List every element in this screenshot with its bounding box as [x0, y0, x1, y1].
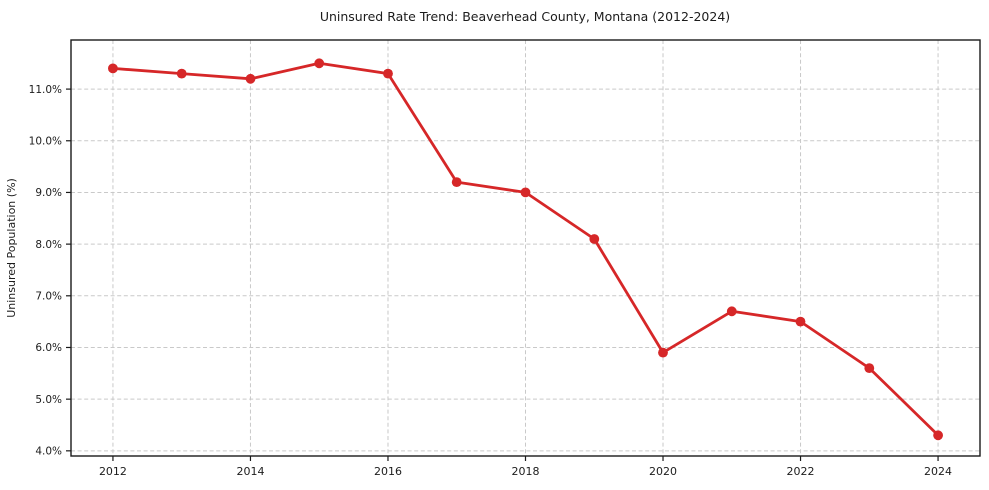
data-point	[176, 68, 187, 79]
data-point	[795, 316, 806, 327]
y-tick-label: 4.0%	[35, 446, 62, 458]
data-point	[383, 68, 393, 79]
data-point	[726, 306, 737, 317]
data-point	[658, 347, 668, 358]
x-tick-label: 2018	[512, 465, 540, 478]
data-point	[314, 58, 325, 69]
data-point	[451, 177, 462, 188]
y-tick-label: 11.0%	[29, 84, 62, 96]
y-tick-label: 6.0%	[35, 342, 62, 354]
gridlines	[71, 40, 980, 456]
plot-frame	[70, 39, 981, 457]
x-tick-label: 2014	[236, 465, 264, 478]
axis-ticks: 4.0% 5.0% 6.0% 7.0% 8.0% 9.0% 10.0% 11.0% 2012 20…	[29, 84, 952, 478]
data-point	[933, 430, 943, 441]
x-tick-label: 2012	[99, 465, 127, 478]
x-tick-label: 2022	[787, 465, 815, 478]
data-point	[520, 187, 531, 198]
x-tick-label: 2020	[649, 465, 677, 478]
chart-title: Uninsured Rate Trend: Beaverhead County,…	[320, 9, 730, 24]
data-point	[245, 73, 256, 84]
x-tick-label: 2024	[924, 465, 952, 478]
y-tick-label: 7.0%	[35, 291, 62, 303]
data-point	[108, 63, 118, 74]
y-axis-label: Uninsured Population (%)	[5, 178, 18, 318]
data-point	[589, 234, 600, 244]
y-tick-label: 10.0%	[29, 135, 62, 147]
y-tick-label: 9.0%	[35, 187, 62, 199]
data-series	[108, 58, 943, 441]
x-tick-label: 2016	[374, 465, 402, 478]
data-point	[864, 363, 875, 373]
y-tick-label: 5.0%	[35, 394, 62, 406]
y-tick-label: 8.0%	[35, 239, 62, 251]
